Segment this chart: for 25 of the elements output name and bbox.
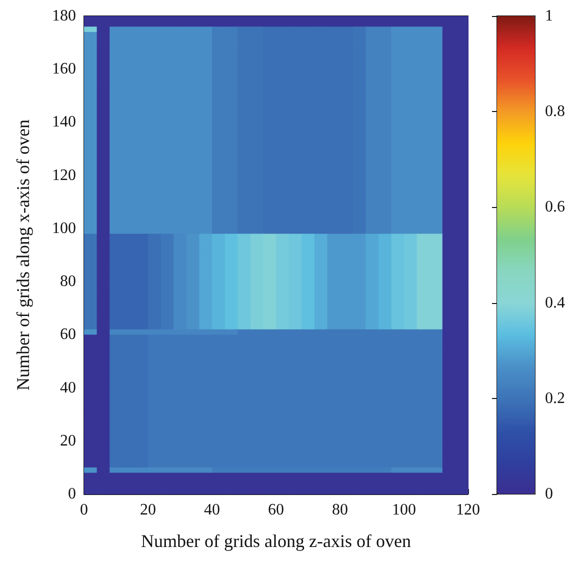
y-tick-label: 140: [52, 114, 76, 131]
x-tick-label: 80: [332, 502, 348, 518]
x-tick-label: 100: [392, 502, 416, 518]
x-tick-label: 60: [268, 502, 284, 518]
y-tick-label: 180: [52, 8, 76, 24]
y-tick-label: 160: [52, 60, 76, 78]
y-tick-label: 80: [60, 273, 76, 290]
x-tick-label: 120: [456, 502, 480, 518]
y-tick-label: 100: [52, 220, 76, 237]
x-tick-label: 0: [80, 502, 88, 518]
color-bar-label: 0.4: [545, 294, 565, 312]
y-tick-label: 20: [60, 432, 76, 450]
y-tick-label: 120: [52, 166, 76, 184]
color-bar-label: 0: [545, 486, 553, 502]
color-bar-label: 1: [545, 8, 553, 24]
y-tick-label: 0: [68, 486, 76, 502]
y-tick-label: 60: [60, 326, 76, 344]
x-tick-label: 40: [204, 502, 220, 518]
color-bar-label: 0.2: [545, 390, 565, 407]
y-axis-title: Number of grids along x-axis of oven: [13, 120, 33, 390]
color-bar-label: 0.8: [545, 103, 565, 120]
x-tick-label: 20: [140, 502, 156, 518]
x-axis-title: Number of grids along z-axis of oven: [141, 531, 411, 551]
color-bar-label: 0.6: [545, 198, 565, 216]
y-tick-label: 40: [60, 379, 76, 396]
